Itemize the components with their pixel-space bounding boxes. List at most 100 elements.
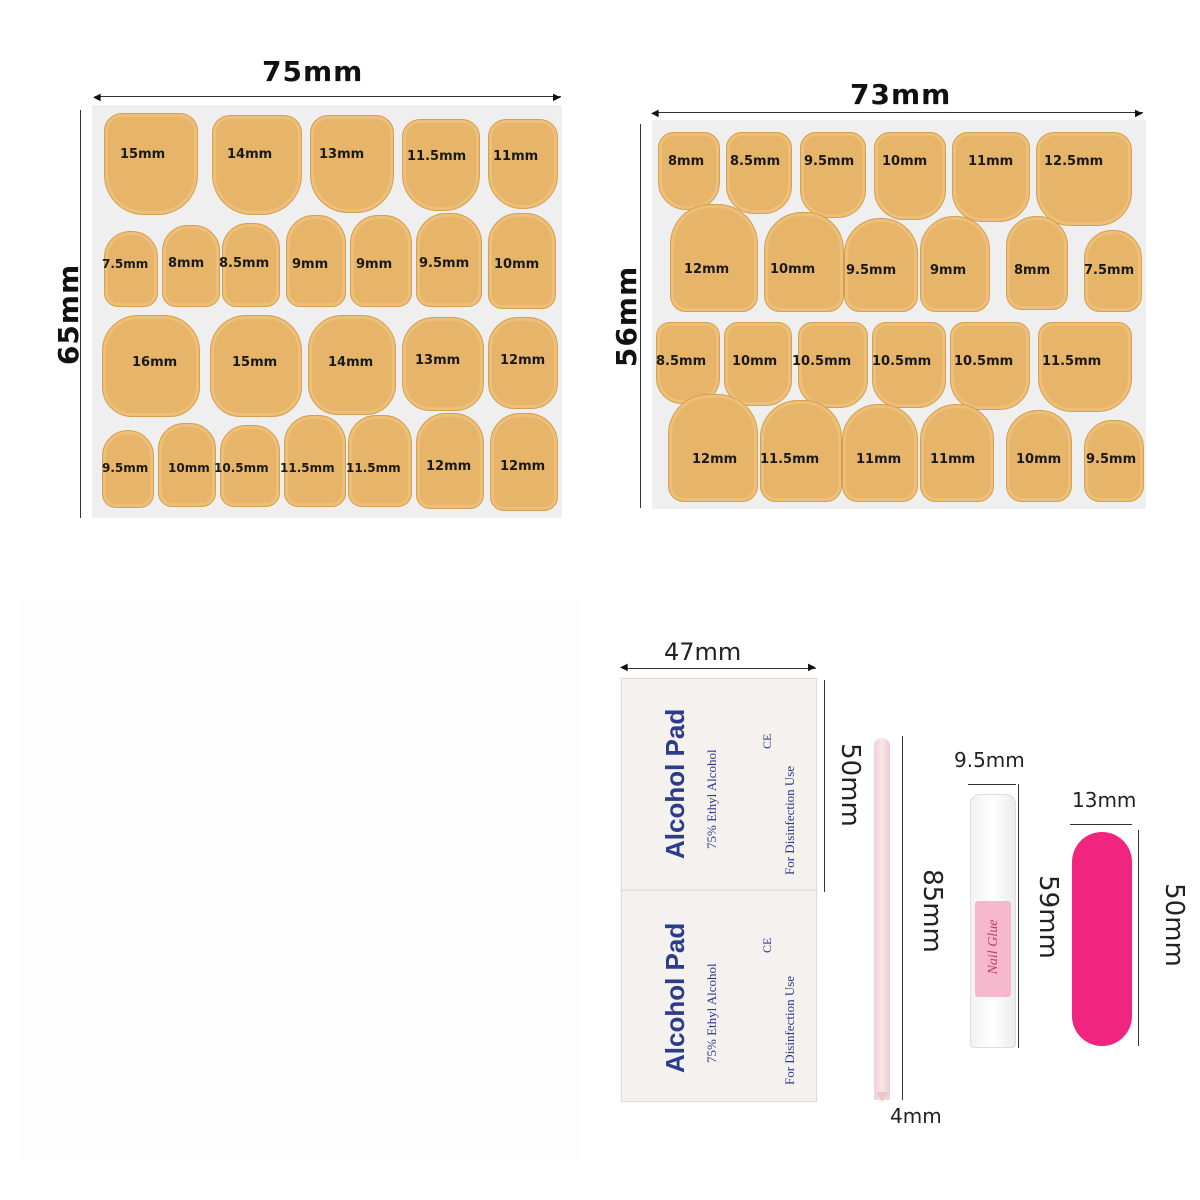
nail-tab bbox=[656, 322, 720, 404]
nail-tab bbox=[1006, 216, 1068, 310]
nail-tab bbox=[402, 317, 484, 411]
tab-size-label: 15mm bbox=[120, 147, 166, 162]
tab-size-label: 9.5mm bbox=[419, 256, 470, 271]
nail-tab bbox=[1084, 420, 1144, 502]
tab-size-label: 10.5mm bbox=[954, 354, 1014, 369]
glue-label-text: Nail Glue bbox=[986, 919, 1001, 975]
tab-size-label: 13mm bbox=[415, 353, 461, 368]
nail-tab bbox=[212, 115, 302, 215]
tab-size-label: 10.5mm bbox=[872, 354, 932, 369]
tab-size-label: 12mm bbox=[500, 353, 546, 368]
nail-tab bbox=[416, 213, 482, 307]
nail-tab bbox=[490, 413, 558, 511]
tab-size-label: 11mm bbox=[856, 452, 902, 467]
tab-size-label: 10.5mm bbox=[792, 354, 852, 369]
sheet-1: 15mm 14mm 13mm 11.5mm 11mm 7.5mm 8mm 8.5… bbox=[92, 105, 562, 518]
tab-size-label: 12mm bbox=[426, 459, 472, 474]
pad-note: For Disinfection Use bbox=[782, 765, 797, 875]
ce-mark: CE bbox=[760, 937, 774, 953]
sheet-2-height-label: 56mm bbox=[610, 265, 644, 368]
pad-note: For Disinfection Use bbox=[782, 975, 797, 1085]
tab-size-label: 14mm bbox=[227, 147, 273, 162]
tab-size-label: 11mm bbox=[968, 154, 1014, 169]
nail-tab bbox=[308, 315, 396, 415]
tab-size-label: 8mm bbox=[1014, 263, 1051, 278]
nail-tab bbox=[104, 231, 158, 307]
nail-tab bbox=[842, 404, 918, 502]
nail-tab bbox=[162, 225, 220, 307]
tab-size-label: 12.5mm bbox=[1044, 154, 1104, 169]
nail-tab bbox=[102, 315, 200, 417]
glue-width-label: 9.5mm bbox=[954, 748, 1025, 772]
alcohol-pad: Alcohol Pad 75% Ethyl Alcohol For Disinf… bbox=[621, 890, 817, 1102]
nail-tab bbox=[104, 113, 198, 215]
nail-tab bbox=[220, 425, 280, 507]
nail-tab bbox=[724, 322, 792, 406]
tab-size-label: 8.5mm bbox=[656, 354, 707, 369]
nail-tab bbox=[920, 216, 990, 312]
stick-length-label: 85mm bbox=[916, 869, 947, 953]
nail-tab bbox=[350, 215, 412, 307]
nail-tab bbox=[726, 132, 792, 214]
tab-size-label: 11.5mm bbox=[1042, 354, 1102, 369]
tab-size-label: 13mm bbox=[319, 147, 365, 162]
sheet-2: 8mm 8.5mm 9.5mm 10mm 11mm 12.5mm 12mm 10… bbox=[652, 120, 1146, 509]
tab-size-label: 14mm bbox=[328, 355, 374, 370]
tab-size-label: 9mm bbox=[930, 263, 967, 278]
glue-label: Nail Glue bbox=[975, 901, 1011, 997]
nail-tab bbox=[874, 132, 946, 220]
tab-size-label: 9.5mm bbox=[846, 263, 897, 278]
tab-size-label: 12mm bbox=[684, 262, 730, 277]
tab-size-label: 9.5mm bbox=[102, 461, 149, 475]
tab-size-label: 11mm bbox=[930, 452, 976, 467]
nail-tab bbox=[1038, 322, 1132, 412]
tab-size-label: 8mm bbox=[168, 256, 205, 271]
tab-size-label: 11.5mm bbox=[407, 149, 467, 164]
sheet-1-height-label: 65mm bbox=[52, 263, 86, 366]
nail-tab bbox=[764, 212, 844, 312]
nail-tab bbox=[210, 315, 302, 417]
nail-tab bbox=[488, 213, 556, 309]
tab-size-label: 7.5mm bbox=[1084, 263, 1135, 278]
tab-size-label: 10mm bbox=[494, 257, 540, 272]
tab-size-label: 10mm bbox=[1016, 452, 1062, 467]
nail-tab bbox=[920, 404, 994, 502]
nail-tab bbox=[488, 317, 558, 409]
tab-size-label: 11.5mm bbox=[760, 452, 820, 467]
tab-size-label: 9mm bbox=[292, 257, 329, 272]
glue-height-label: 59mm bbox=[1032, 875, 1063, 959]
nail-tab bbox=[800, 132, 866, 218]
pad-title: Alcohol Pad bbox=[660, 922, 690, 1073]
tab-size-label: 10mm bbox=[168, 461, 210, 475]
nail-tab bbox=[286, 215, 346, 307]
nail-tab bbox=[950, 322, 1030, 410]
tab-size-label: 10mm bbox=[732, 354, 778, 369]
tab-size-label: 7.5mm bbox=[102, 257, 149, 271]
nail-tab bbox=[348, 415, 412, 507]
nail-tab bbox=[222, 223, 280, 307]
nail-tab bbox=[402, 119, 480, 211]
tab-size-label: 9.5mm bbox=[1086, 452, 1137, 467]
nail-tab bbox=[658, 132, 720, 210]
nail-tab bbox=[760, 400, 842, 502]
tab-size-label: 16mm bbox=[132, 355, 178, 370]
nail-tab bbox=[670, 204, 758, 312]
tab-size-label: 11.5mm bbox=[346, 461, 401, 475]
pad-subtitle: 75% Ethyl Alcohol bbox=[704, 963, 719, 1063]
tab-size-label: 15mm bbox=[232, 355, 278, 370]
tab-size-label: 10mm bbox=[882, 154, 928, 169]
nail-tab bbox=[1084, 230, 1142, 312]
nail-tab bbox=[1006, 410, 1072, 502]
tab-size-label: 12mm bbox=[500, 459, 546, 474]
cuticle-stick bbox=[874, 738, 890, 1100]
nail-tab bbox=[102, 430, 154, 508]
sheet-2-width-label: 73mm bbox=[850, 78, 952, 111]
nail-file bbox=[1072, 832, 1132, 1046]
sheet-1-width-label: 75mm bbox=[262, 55, 364, 88]
pad-width-label: 47mm bbox=[664, 638, 742, 666]
nail-tab bbox=[416, 413, 484, 509]
tab-size-label: 8.5mm bbox=[730, 154, 781, 169]
nail-tab bbox=[310, 115, 394, 213]
pad-title: Alcohol Pad bbox=[660, 708, 690, 859]
ce-mark: CE bbox=[760, 733, 774, 749]
